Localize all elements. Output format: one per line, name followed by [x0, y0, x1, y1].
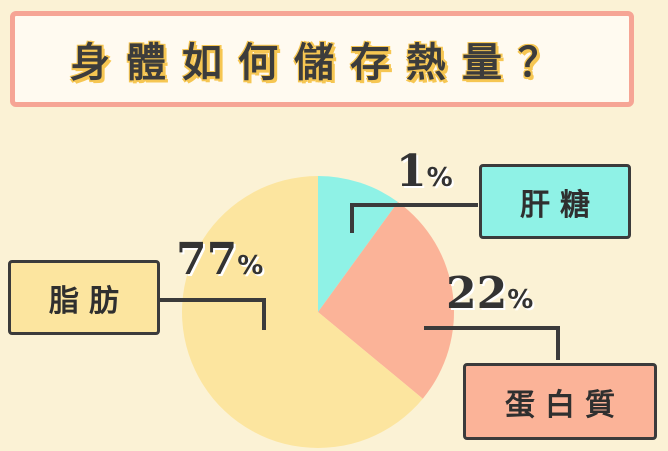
title-banner: 身體如何儲存熱量？	[10, 11, 634, 107]
label-protein: 蛋白質	[463, 363, 657, 440]
pie-slice-glycogen	[318, 176, 398, 312]
leader-line-protein	[424, 326, 560, 360]
chart-title: 身體如何儲存熱量？	[70, 40, 574, 86]
label-fat: 脂肪	[8, 260, 160, 335]
leader-line-fat	[160, 298, 266, 330]
data-label-protein: 22%	[446, 268, 534, 319]
leader-line-glycogen	[350, 203, 478, 233]
data-label-glycogen: 1%	[396, 146, 453, 197]
pie-slice-protein	[318, 201, 455, 399]
legend-fat: 脂肪	[49, 283, 129, 319]
data-label-fat: 77%	[176, 234, 264, 285]
legend-glycogen: 肝糖	[520, 187, 600, 223]
legend-protein: 蛋白質	[505, 387, 625, 423]
pie-slice-fat	[182, 176, 423, 448]
label-glycogen: 肝糖	[479, 164, 631, 239]
